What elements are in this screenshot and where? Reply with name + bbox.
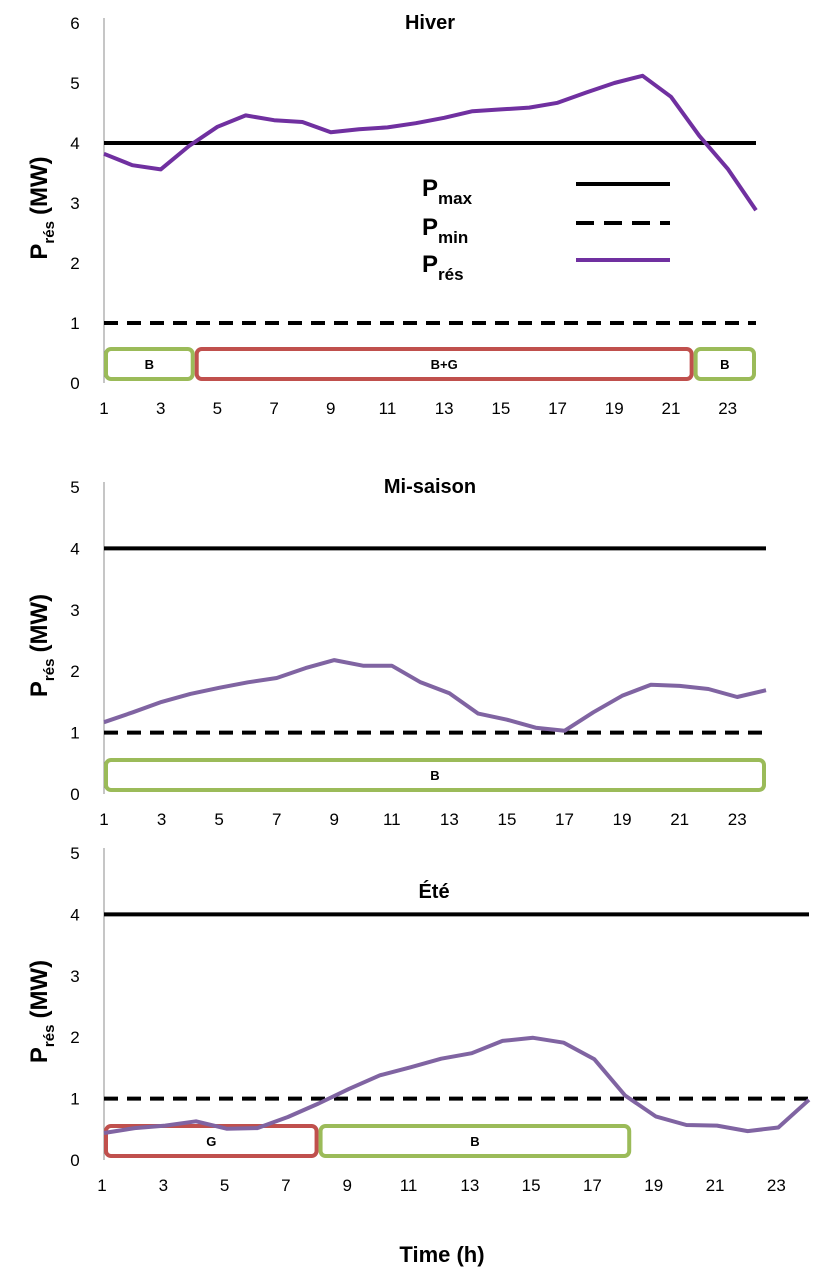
x-tick-label: 17 xyxy=(583,1176,602,1195)
x-tick-label: 1 xyxy=(99,399,108,418)
x-tick-label: 11 xyxy=(383,810,401,829)
x-tick-label: 7 xyxy=(269,399,278,418)
mode-label: B xyxy=(430,768,439,783)
x-tick-label: 23 xyxy=(718,399,737,418)
legend-label-main: P xyxy=(422,175,438,202)
y-axis-label-main: P xyxy=(26,1047,53,1063)
mode-box xyxy=(318,1124,632,1158)
x-tick-label: 5 xyxy=(214,810,223,829)
y-tick-label: 2 xyxy=(70,1028,79,1047)
mode-label: B+G xyxy=(431,357,458,372)
x-tick-label: 21 xyxy=(670,810,689,829)
chart-title: Mi-saison xyxy=(384,476,476,498)
x-tick-label: 3 xyxy=(157,810,166,829)
mode-box xyxy=(104,347,195,381)
x-tick-label: 21 xyxy=(706,1176,725,1195)
chart-title: Été xyxy=(418,880,449,903)
x-tick-label: 23 xyxy=(728,810,747,829)
legend-label-main: P xyxy=(422,251,438,278)
y-axis-label: Prés (MW) xyxy=(26,960,58,1063)
x-tick-label: 3 xyxy=(159,1176,168,1195)
x-tick-label: 19 xyxy=(644,1176,663,1195)
x-tick-label: 17 xyxy=(548,399,567,418)
x-tick-label: 9 xyxy=(326,399,335,418)
y-tick-label: 0 xyxy=(70,1151,79,1170)
x-tick-label: 13 xyxy=(440,810,459,829)
x-tick-label: 9 xyxy=(330,810,339,829)
series-line-pres xyxy=(103,73,758,212)
y-tick-label: 5 xyxy=(70,844,79,863)
y-tick-label: 1 xyxy=(70,724,79,743)
y-tick-label: 5 xyxy=(70,478,79,497)
x-tick-label: 5 xyxy=(220,1176,229,1195)
legend-label: Pmax xyxy=(422,175,473,208)
mode-label: B xyxy=(145,357,154,372)
legend-label-main: P xyxy=(422,214,438,241)
y-tick-label: 6 xyxy=(70,14,79,33)
mode-box xyxy=(194,347,694,381)
mode-label: B xyxy=(470,1134,479,1149)
x-tick-label: 19 xyxy=(613,810,632,829)
x-axis-label: Time (h) xyxy=(399,1242,484,1267)
mode-label: G xyxy=(206,1134,216,1149)
y-tick-label: 3 xyxy=(70,601,79,620)
x-tick-label: 1 xyxy=(97,1176,106,1195)
mode-box xyxy=(693,347,756,381)
y-axis-label-unit: (MW) xyxy=(26,594,53,653)
y-tick-label: 5 xyxy=(70,74,79,93)
chart-title: Hiver xyxy=(405,12,455,34)
y-tick-label: 2 xyxy=(70,254,79,273)
y-axis-label-sub: rés xyxy=(41,659,58,682)
x-tick-label: 13 xyxy=(435,399,454,418)
y-axis-label: Prés (MW) xyxy=(26,594,58,697)
series-line-pres xyxy=(103,1035,811,1135)
legend-label-sub: max xyxy=(438,189,473,208)
y-axis-label-sub: rés xyxy=(41,1025,58,1048)
legend-label: Pmin xyxy=(422,214,468,247)
x-tick-label: 11 xyxy=(400,1176,418,1195)
x-tick-label: 15 xyxy=(522,1176,541,1195)
y-tick-label: 3 xyxy=(70,967,79,986)
y-tick-label: 2 xyxy=(70,662,79,681)
x-tick-label: 17 xyxy=(555,810,574,829)
x-tick-label: 15 xyxy=(491,399,510,418)
y-tick-label: 3 xyxy=(70,194,79,213)
x-tick-label: 11 xyxy=(379,399,397,418)
y-axis-label-main: P xyxy=(26,244,53,260)
x-tick-label: 1 xyxy=(99,810,108,829)
y-axis-label-unit: (MW) xyxy=(26,156,53,215)
x-tick-label: 13 xyxy=(460,1176,479,1195)
y-tick-label: 1 xyxy=(70,1090,79,1109)
y-tick-label: 0 xyxy=(70,785,79,804)
x-tick-label: 5 xyxy=(213,399,222,418)
legend-label: Prés xyxy=(422,251,464,284)
y-tick-label: 1 xyxy=(70,314,79,333)
legend-label-sub: rés xyxy=(438,265,464,284)
x-tick-label: 7 xyxy=(272,810,281,829)
x-tick-label: 19 xyxy=(605,399,624,418)
x-tick-label: 7 xyxy=(281,1176,290,1195)
y-tick-label: 4 xyxy=(70,539,79,558)
y-tick-label: 4 xyxy=(70,905,79,924)
y-axis-label-sub: rés xyxy=(41,221,58,244)
series-line-pres xyxy=(103,658,767,733)
y-tick-label: 0 xyxy=(70,374,79,393)
y-tick-label: 4 xyxy=(70,134,79,153)
y-axis-label: Prés (MW) xyxy=(26,156,58,259)
y-axis-label-unit: (MW) xyxy=(26,960,53,1019)
x-tick-label: 9 xyxy=(342,1176,351,1195)
x-tick-label: 15 xyxy=(497,810,516,829)
x-tick-label: 21 xyxy=(661,399,680,418)
x-tick-label: 3 xyxy=(156,399,165,418)
mode-box xyxy=(104,758,766,792)
mode-label: B xyxy=(720,357,729,372)
y-axis-label-main: P xyxy=(26,681,53,697)
x-tick-label: 23 xyxy=(767,1176,786,1195)
legend-label-sub: min xyxy=(438,228,468,247)
